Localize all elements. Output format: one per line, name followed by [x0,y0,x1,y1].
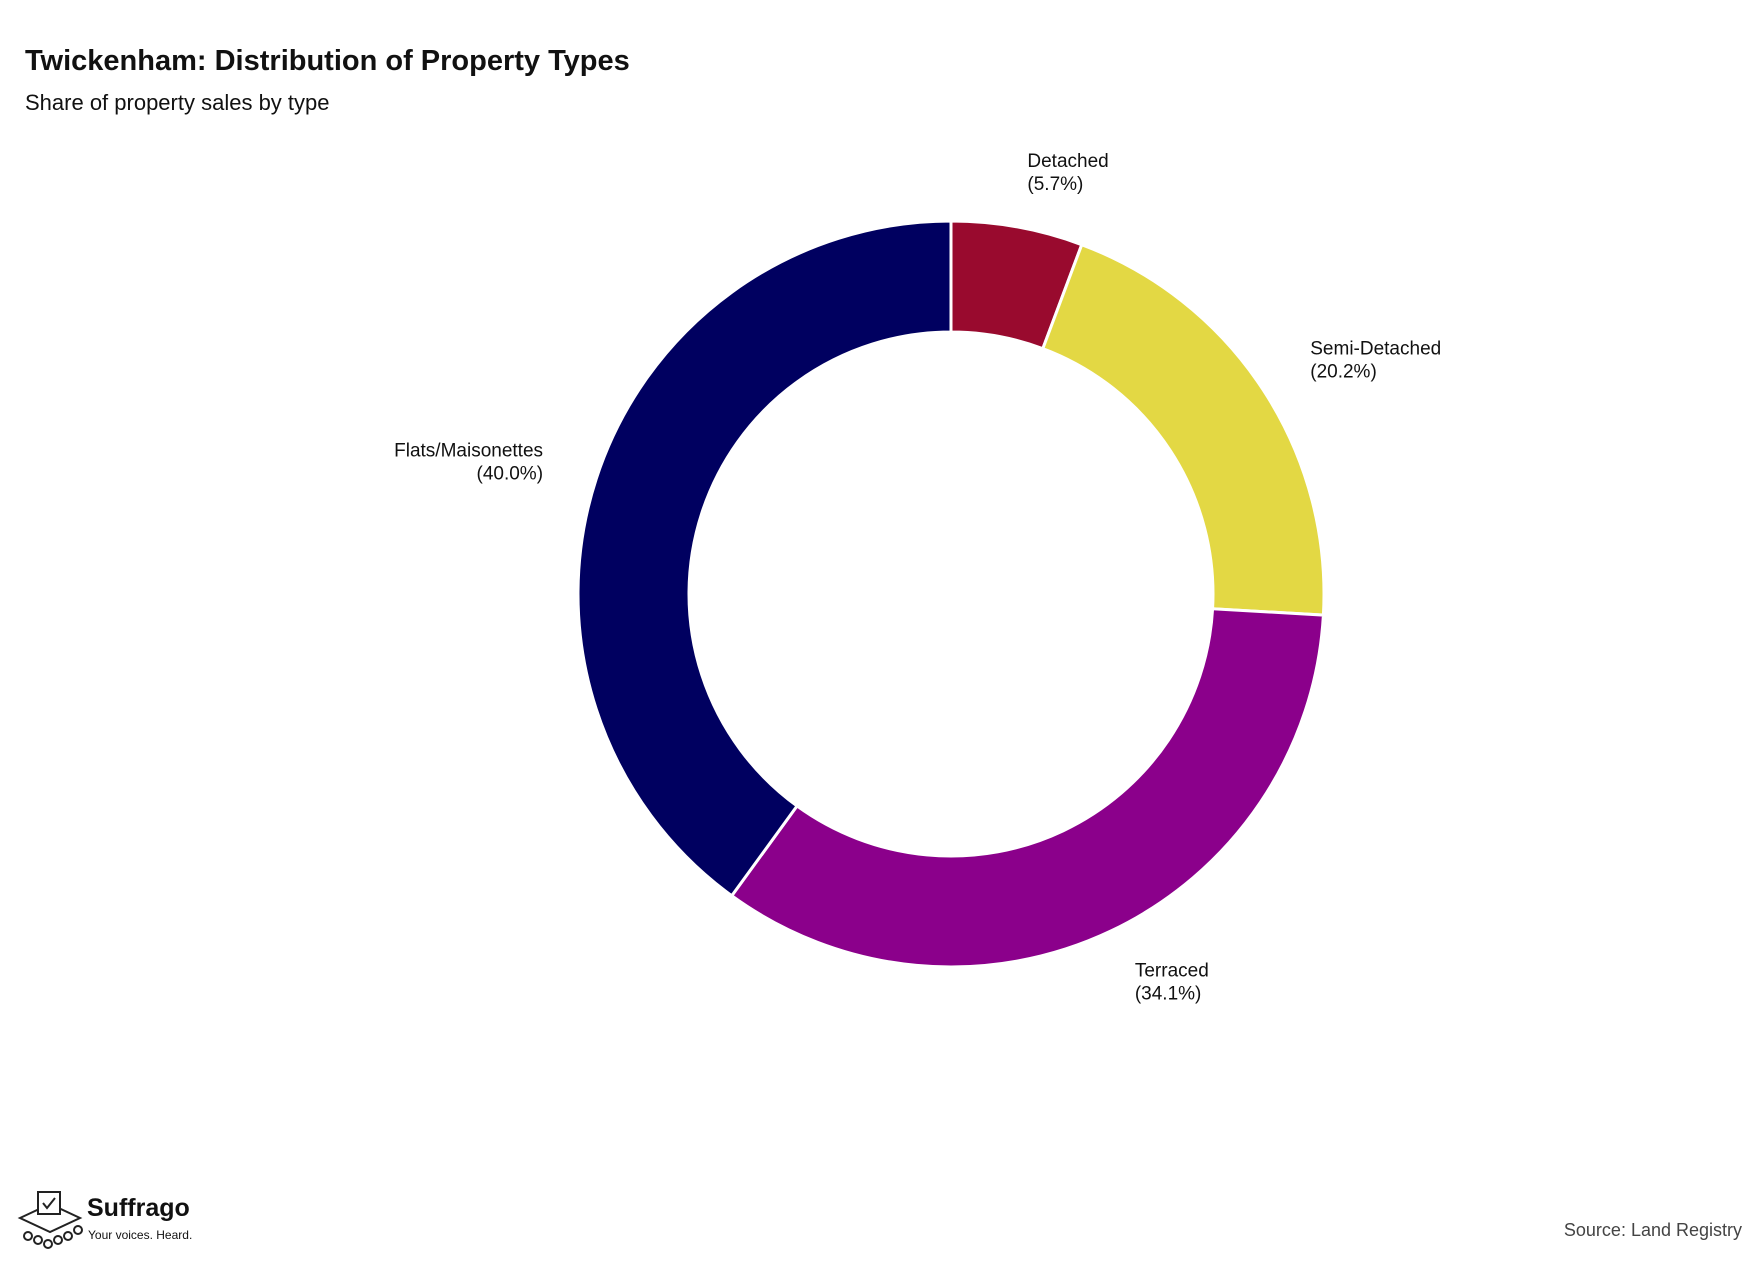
source: Source: Land Registry [1564,1220,1742,1240]
chart-title: Twickenham: Distribution of Property Typ… [25,45,630,77]
donut-slice [1040,242,1326,617]
slice-label: Terraced [1135,961,1209,982]
slice-label: Semi-Detached [1310,339,1441,360]
slice-value-label: (40.0%) [477,463,544,484]
donut-slice [576,219,953,898]
donut-slice [729,607,1325,969]
logo-icon [17,1191,83,1249]
slice-value-label: (34.1%) [1135,984,1202,1005]
slice-value-label: (5.7%) [1027,174,1083,195]
slice-value-label: (20.2%) [1310,362,1377,383]
logo-tagline: Your voices. Heard. [88,1228,192,1242]
slice-label: Flats/Maisonettes [394,440,543,461]
chart-subtitle: Share of property sales by type [25,90,330,115]
slice-label: Detached [1027,151,1108,172]
logo-name: Suffrago [87,1194,190,1222]
